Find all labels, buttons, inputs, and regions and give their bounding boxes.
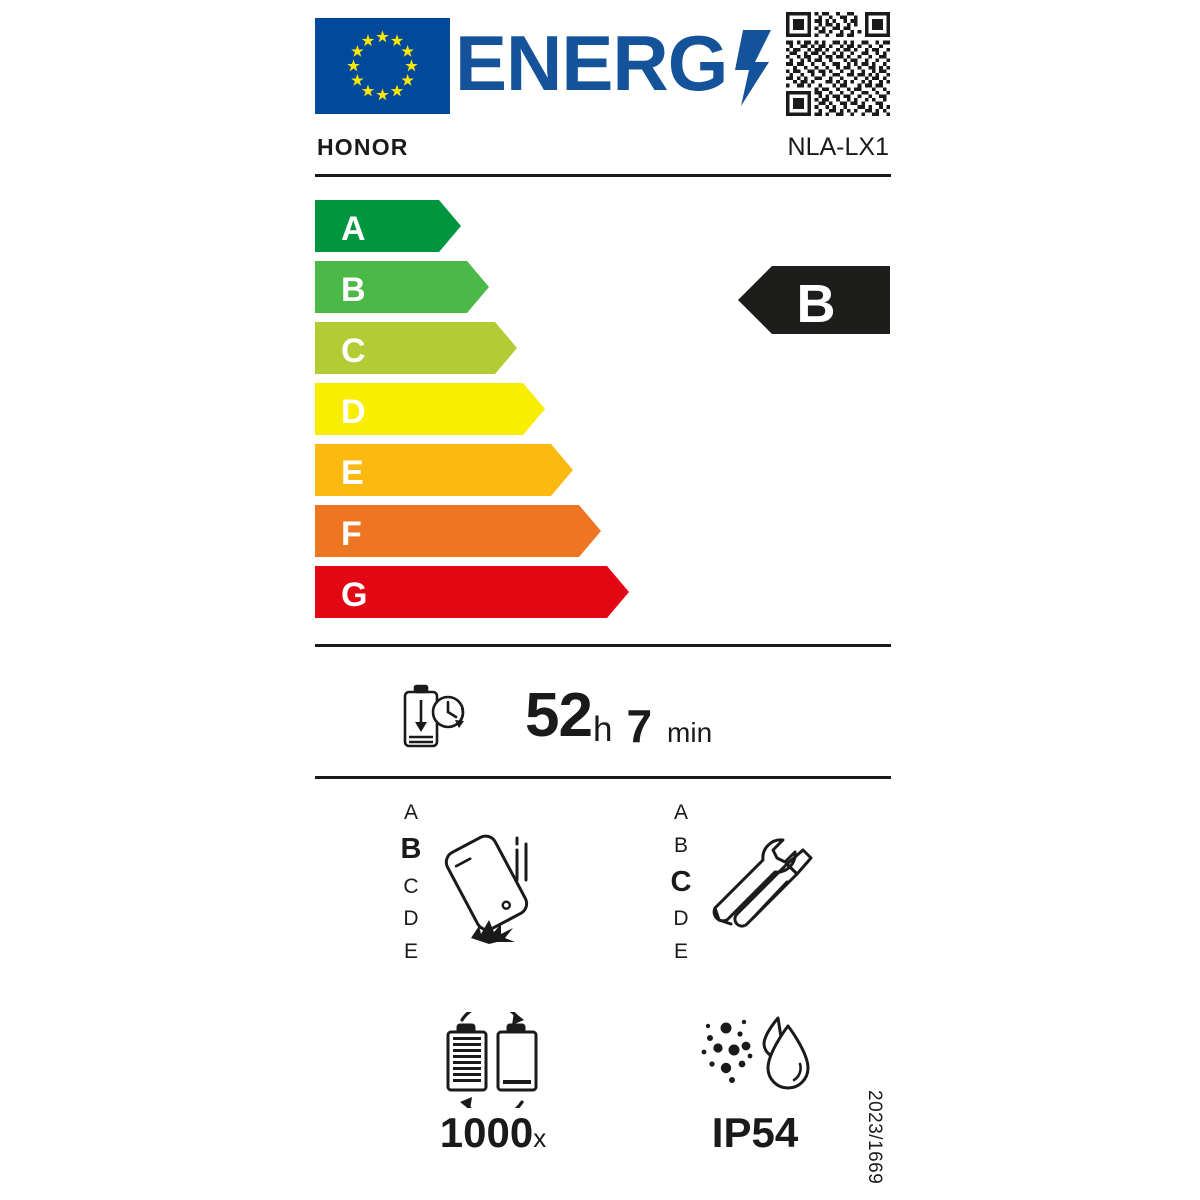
scale-arrow-c: C — [315, 322, 517, 374]
scale-arrow-f: F — [315, 505, 601, 557]
scale-arrow-g-label: G — [341, 576, 367, 614]
eu-flag-icon — [315, 18, 450, 114]
wrench-screwdriver-icon — [701, 824, 821, 944]
model-name: NLA-LX1 — [787, 133, 889, 161]
battery-hours: 52 — [525, 681, 593, 750]
scale-arrow-f-label: F — [341, 515, 362, 553]
repair-scale-e: E — [673, 940, 688, 963]
scale-arrow-d: D — [315, 383, 545, 435]
divider-upper — [315, 644, 891, 647]
label-header: ENERG — [315, 12, 891, 118]
scale-arrow-a: A — [315, 200, 461, 252]
lightning-bolt-icon — [735, 30, 771, 106]
energy-class-scale: A B C D E F G — [315, 200, 891, 620]
ingress-protection-value: IP54 — [711, 1109, 799, 1156]
drop-scale-d: D — [403, 907, 419, 931]
battery-cycles-icon — [434, 1012, 552, 1108]
qr-code-icon — [786, 12, 890, 116]
brand-name: HONOR — [317, 134, 409, 160]
energy-wordmark: ENERG — [455, 22, 775, 110]
drop-scale-b: B — [400, 832, 422, 865]
scale-arrow-b-label: B — [341, 271, 366, 309]
repairability-block: A B C D E — [665, 802, 855, 962]
repair-scale-c: C — [670, 865, 692, 898]
phone-drop-icon — [431, 824, 551, 944]
battery-duration-icon — [400, 684, 472, 750]
regulation-reference: 2023/1669 — [864, 1090, 885, 1185]
scale-arrow-c-label: C — [341, 332, 366, 370]
repair-scale-d: D — [673, 907, 689, 931]
scale-arrow-b: B — [315, 261, 489, 313]
divider-lower — [315, 776, 891, 779]
energy-label: ENERG — [315, 12, 891, 1188]
battery-cycles-suffix: x — [533, 1123, 547, 1153]
drop-scale-c: C — [403, 874, 419, 898]
energy-rating-badge-letter: B — [797, 274, 836, 334]
repair-scale-a: A — [673, 801, 688, 824]
battery-life-row: 52 h 7 min — [315, 676, 891, 758]
scale-arrow-e-label: E — [341, 454, 364, 492]
scale-arrow-e: E — [315, 444, 573, 496]
ingress-protection-block: IP54 — [655, 1012, 855, 1172]
repairability-scale: A B C D E — [665, 802, 697, 962]
scale-arrow-d-label: D — [341, 393, 366, 431]
drop-resistance-scale: A B C D E — [395, 802, 427, 962]
energy-rating-badge: B — [738, 260, 890, 340]
drop-scale-e: E — [403, 940, 418, 963]
battery-cycles-number: 1000 — [439, 1109, 534, 1156]
energy-wordmark-text: ENERG — [455, 22, 727, 107]
drop-scale-a: A — [403, 801, 418, 824]
drop-resistance-block: A B C D E — [395, 802, 585, 962]
scale-arrow-a-label: A — [341, 210, 366, 248]
battery-cycles-value: 1000x — [393, 1112, 593, 1154]
battery-cycles-block: 1000x — [393, 1012, 593, 1172]
scale-arrow-g: G — [315, 566, 629, 618]
repair-scale-b: B — [673, 833, 688, 857]
dust-particles — [701, 1019, 753, 1083]
battery-minutes: 7 — [626, 700, 653, 752]
battery-hours-unit: h — [592, 710, 613, 749]
battery-life-value: 52 h 7 min — [525, 676, 712, 756]
dust-water-icon — [696, 1012, 814, 1108]
brand-row: HONOR NLA-LX1 — [315, 132, 891, 177]
battery-minutes-unit: min — [667, 717, 713, 748]
